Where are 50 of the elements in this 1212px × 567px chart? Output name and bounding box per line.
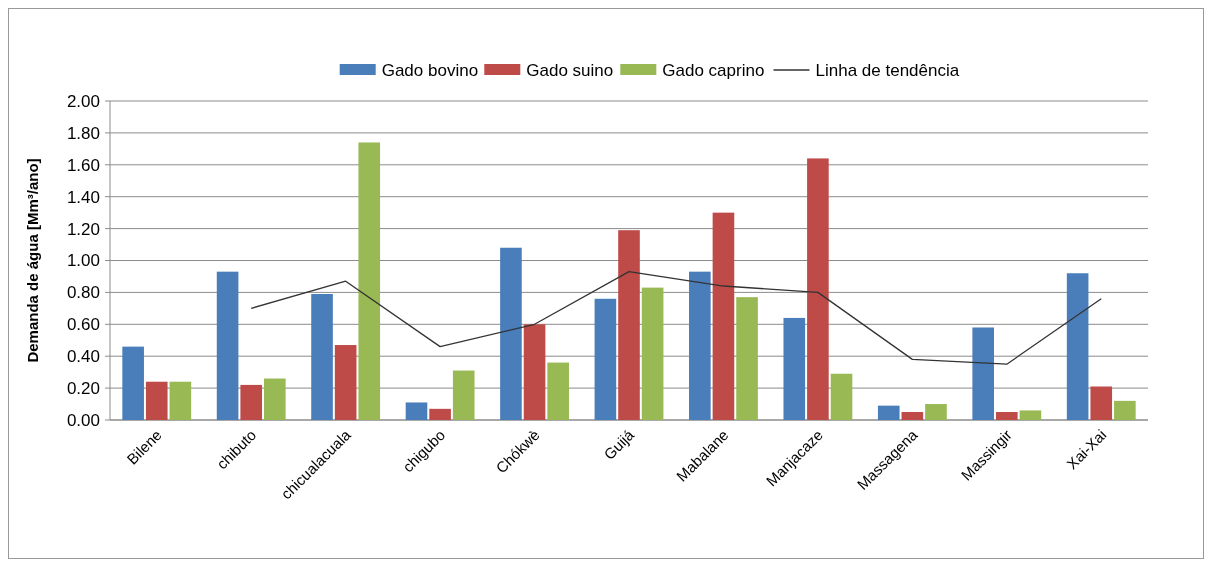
bar (358, 142, 381, 420)
bar (264, 378, 286, 420)
y-tick-label: 0.80 (66, 283, 100, 303)
y-tick-label: 0.00 (66, 410, 100, 430)
bar (169, 381, 192, 420)
bar (995, 412, 1018, 420)
bar (877, 405, 900, 420)
bar (1066, 273, 1089, 420)
y-axis-title: Demanda de água [Mm³/ano] (24, 158, 41, 363)
bar (523, 324, 546, 420)
bar (1019, 410, 1042, 420)
bar (500, 247, 522, 420)
bar (736, 297, 758, 420)
y-tick-label: 2.00 (66, 91, 100, 111)
bar (712, 212, 735, 420)
y-tick-label: 1.20 (66, 219, 100, 239)
bar (641, 287, 664, 420)
bar (429, 408, 451, 420)
bar (452, 370, 475, 420)
bar (216, 271, 239, 420)
y-tick-label: 1.60 (66, 155, 100, 175)
bar (547, 362, 569, 420)
bar (783, 317, 806, 420)
y-tick-label: 0.40 (66, 347, 100, 367)
bar (145, 381, 168, 420)
legend-label: Linha de tendência (815, 60, 960, 80)
bar (334, 345, 357, 420)
y-tick-label: 0.20 (66, 379, 100, 399)
bar (122, 346, 144, 420)
bar (311, 294, 333, 420)
bar (405, 402, 428, 420)
bar (689, 271, 711, 420)
bar (1114, 400, 1136, 420)
bar (240, 384, 263, 420)
y-tick-label: 1.80 (66, 123, 100, 143)
line-series (250, 271, 1102, 365)
legend-label: Gado suino (526, 60, 614, 80)
y-tick-label: 0.60 (66, 315, 100, 335)
legend-label: Gado caprino (662, 60, 765, 80)
y-tick-label: 1.40 (66, 187, 100, 207)
bar (925, 404, 947, 420)
bar (594, 298, 617, 420)
bar (1090, 386, 1113, 420)
bar (807, 158, 829, 420)
bar (972, 327, 994, 420)
legend-label: Gado bovino (381, 60, 479, 80)
bar (901, 412, 924, 420)
bar (830, 373, 853, 420)
bar (618, 230, 640, 420)
y-tick-label: 1.00 (66, 251, 100, 271)
